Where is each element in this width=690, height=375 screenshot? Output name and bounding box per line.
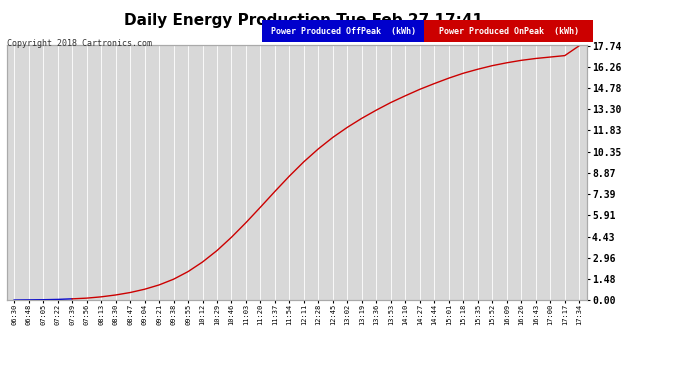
Text: Daily Energy Production Tue Feb 27 17:41: Daily Energy Production Tue Feb 27 17:41 (124, 13, 483, 28)
Text: Power Produced OffPeak  (kWh): Power Produced OffPeak (kWh) (270, 27, 416, 36)
Text: Copyright 2018 Cartronics.com: Copyright 2018 Cartronics.com (7, 39, 152, 48)
Text: Power Produced OnPeak  (kWh): Power Produced OnPeak (kWh) (439, 27, 579, 36)
